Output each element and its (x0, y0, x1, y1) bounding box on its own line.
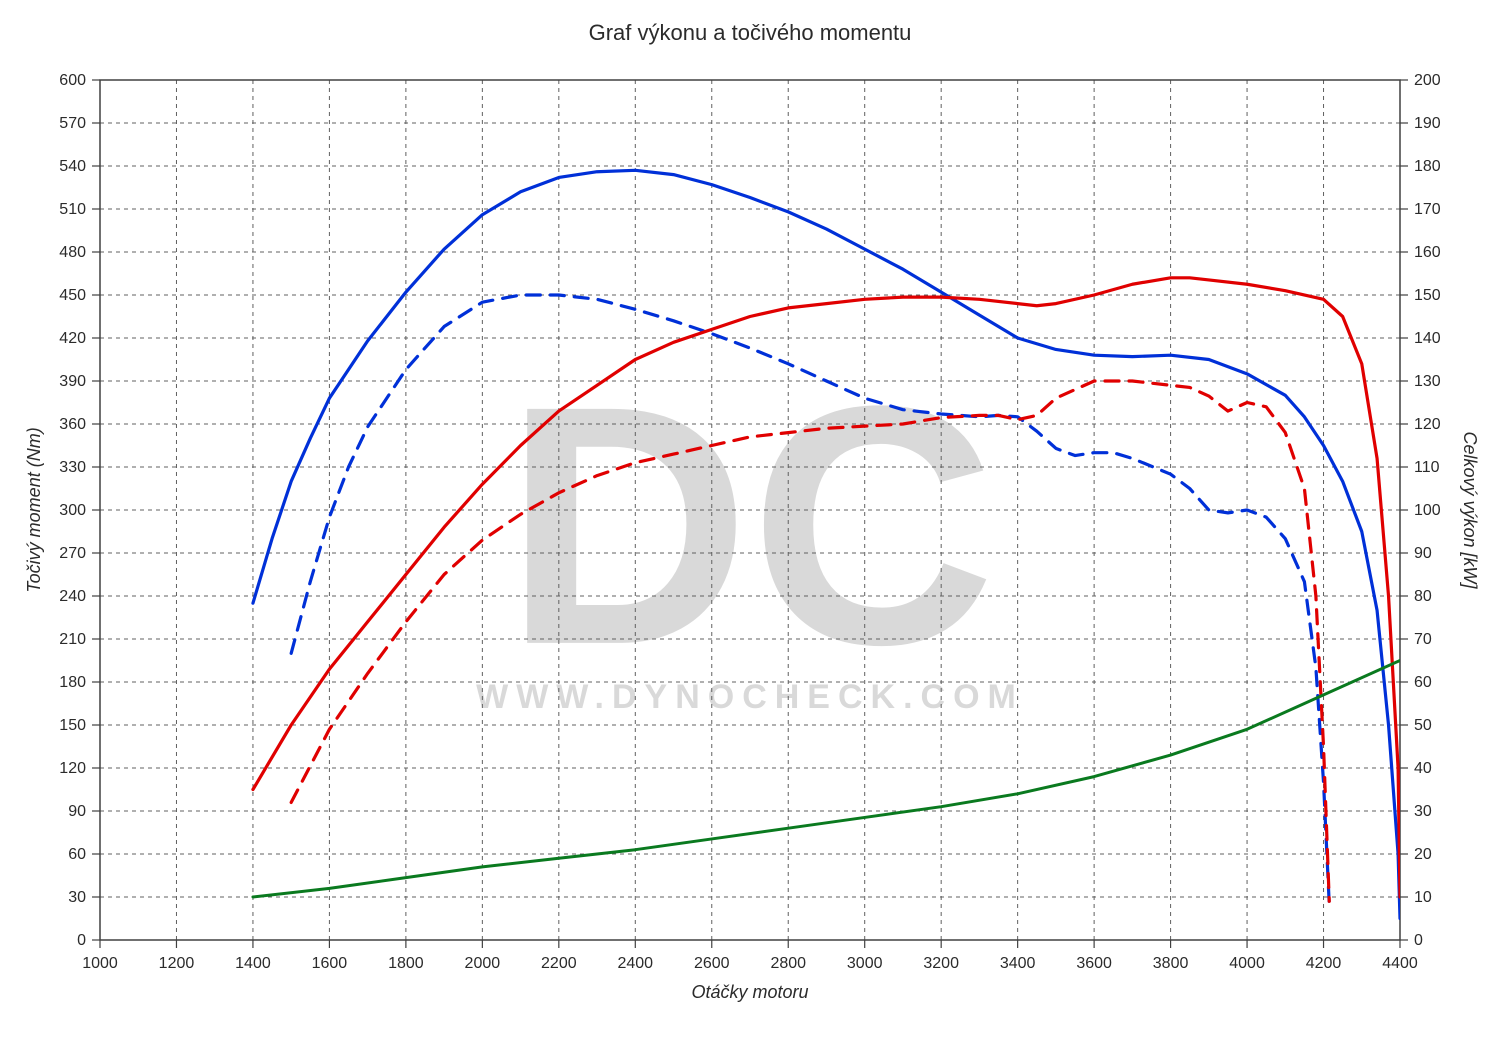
svg-text:480: 480 (59, 244, 86, 261)
svg-text:300: 300 (59, 502, 86, 519)
svg-text:170: 170 (1414, 201, 1441, 218)
svg-text:150: 150 (1414, 287, 1441, 304)
svg-text:360: 360 (59, 416, 86, 433)
svg-text:1600: 1600 (312, 955, 348, 972)
svg-text:0: 0 (1414, 932, 1423, 949)
svg-text:50: 50 (1414, 717, 1432, 734)
svg-text:600: 600 (59, 72, 86, 89)
svg-text:200: 200 (1414, 72, 1441, 89)
y-left-axis-label: Točivý moment (Nm) (24, 427, 44, 592)
svg-text:80: 80 (1414, 588, 1432, 605)
svg-text:100: 100 (1414, 502, 1441, 519)
svg-text:3600: 3600 (1076, 955, 1112, 972)
svg-text:3400: 3400 (1000, 955, 1036, 972)
svg-text:60: 60 (68, 846, 86, 863)
svg-text:90: 90 (1414, 545, 1432, 562)
svg-text:330: 330 (59, 459, 86, 476)
chart-container: DCWWW.DYNOCHECK.COM100012001400160018002… (0, 0, 1500, 1041)
svg-text:1000: 1000 (82, 955, 118, 972)
svg-text:4000: 4000 (1229, 955, 1265, 972)
y-right-axis-label: Celkový výkon [kW] (1460, 431, 1480, 589)
svg-text:2800: 2800 (770, 955, 806, 972)
svg-text:3000: 3000 (847, 955, 883, 972)
svg-text:120: 120 (1414, 416, 1441, 433)
svg-text:1200: 1200 (159, 955, 195, 972)
svg-text:2000: 2000 (465, 955, 501, 972)
svg-text:3200: 3200 (923, 955, 959, 972)
svg-text:570: 570 (59, 115, 86, 132)
svg-text:210: 210 (59, 631, 86, 648)
svg-text:190: 190 (1414, 115, 1441, 132)
svg-text:540: 540 (59, 158, 86, 175)
svg-text:WWW.DYNOCHECK.COM: WWW.DYNOCHECK.COM (476, 678, 1024, 716)
svg-text:150: 150 (59, 717, 86, 734)
svg-text:1800: 1800 (388, 955, 424, 972)
chart-title: Graf výkonu a točivého momentu (589, 20, 912, 45)
svg-text:2600: 2600 (694, 955, 730, 972)
svg-text:40: 40 (1414, 760, 1432, 777)
svg-text:420: 420 (59, 330, 86, 347)
svg-text:2200: 2200 (541, 955, 577, 972)
svg-text:2400: 2400 (617, 955, 653, 972)
svg-text:180: 180 (1414, 158, 1441, 175)
svg-text:60: 60 (1414, 674, 1432, 691)
svg-text:4200: 4200 (1306, 955, 1342, 972)
svg-text:240: 240 (59, 588, 86, 605)
svg-text:90: 90 (68, 803, 86, 820)
dyno-chart: DCWWW.DYNOCHECK.COM100012001400160018002… (0, 0, 1500, 1041)
svg-text:390: 390 (59, 373, 86, 390)
svg-text:130: 130 (1414, 373, 1441, 390)
svg-text:450: 450 (59, 287, 86, 304)
svg-text:10: 10 (1414, 889, 1432, 906)
svg-text:DC: DC (504, 336, 995, 716)
svg-text:70: 70 (1414, 631, 1432, 648)
svg-text:0: 0 (77, 932, 86, 949)
svg-text:120: 120 (59, 760, 86, 777)
svg-text:180: 180 (59, 674, 86, 691)
svg-text:30: 30 (1414, 803, 1432, 820)
svg-text:270: 270 (59, 545, 86, 562)
svg-text:1400: 1400 (235, 955, 271, 972)
svg-text:3800: 3800 (1153, 955, 1189, 972)
svg-text:110: 110 (1414, 459, 1440, 476)
grid (100, 80, 1400, 940)
svg-text:30: 30 (68, 889, 86, 906)
svg-text:4400: 4400 (1382, 955, 1418, 972)
watermark: DCWWW.DYNOCHECK.COM (476, 336, 1024, 716)
x-axis-label: Otáčky motoru (691, 982, 808, 1002)
svg-text:140: 140 (1414, 330, 1441, 347)
svg-text:20: 20 (1414, 846, 1432, 863)
svg-text:160: 160 (1414, 244, 1441, 261)
svg-text:510: 510 (59, 201, 86, 218)
